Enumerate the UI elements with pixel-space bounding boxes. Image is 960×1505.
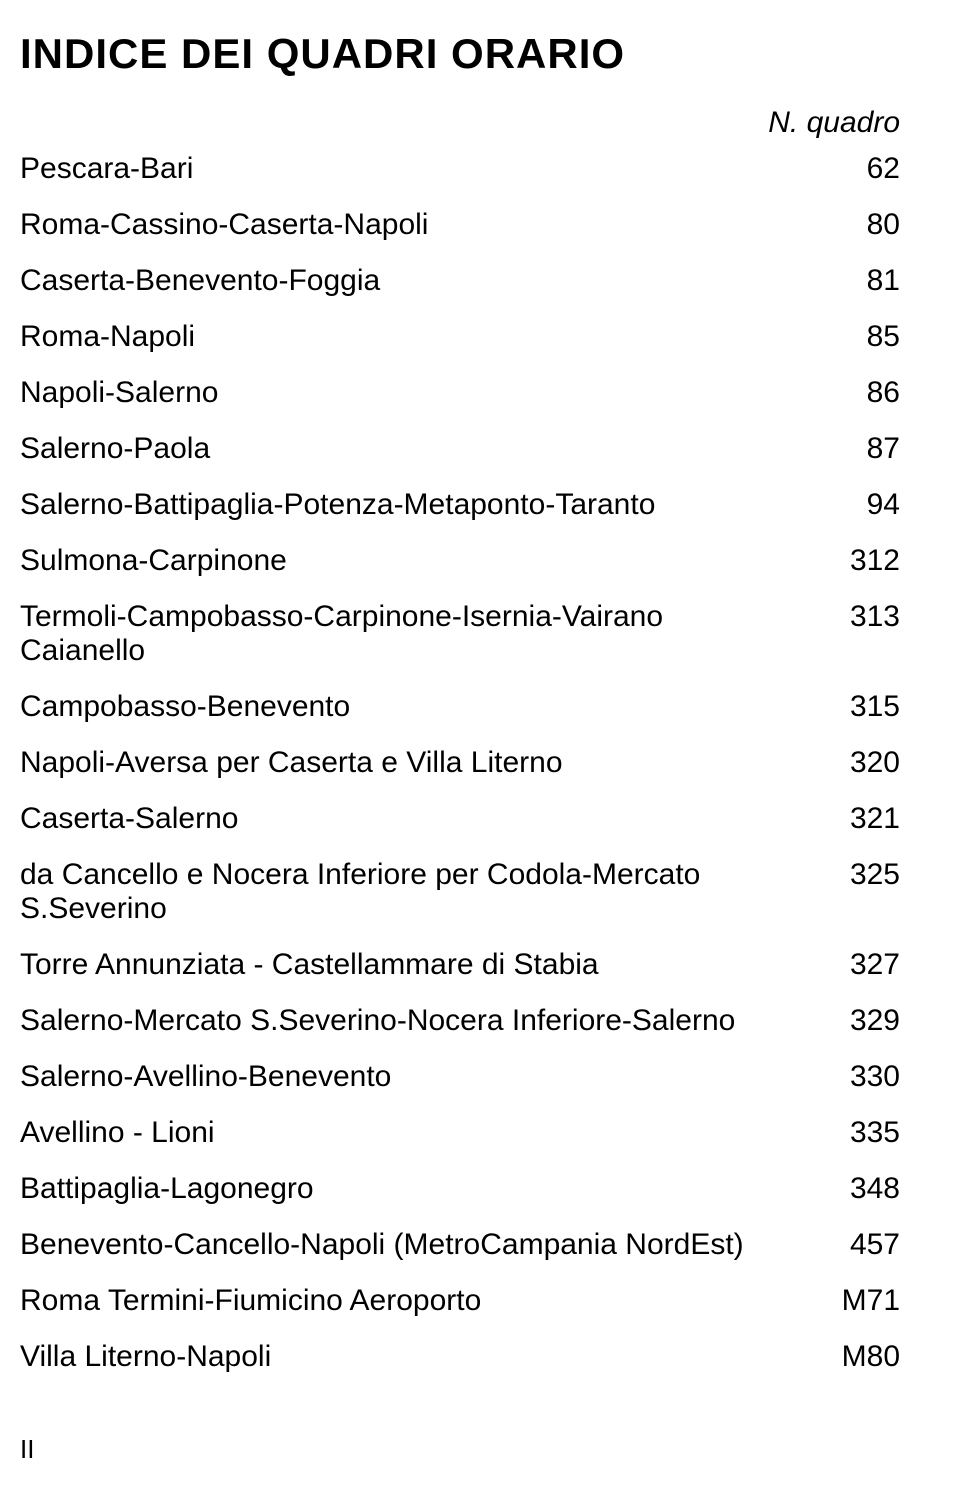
table-row: Battipaglia-Lagonegro348 xyxy=(20,1172,900,1206)
route-value: 80 xyxy=(810,208,900,242)
route-value: 94 xyxy=(810,488,900,522)
route-label: Salerno-Mercato S.Severino-Nocera Inferi… xyxy=(20,1004,810,1038)
route-value: 312 xyxy=(810,544,900,578)
column-header-row: N. quadro xyxy=(20,106,900,140)
table-row: Salerno-Avellino-Benevento330 xyxy=(20,1060,900,1094)
route-value: 85 xyxy=(810,320,900,354)
route-value: 327 xyxy=(810,948,900,982)
routes-table: Pescara-Bari62Roma-Cassino-Caserta-Napol… xyxy=(20,152,900,1374)
route-value: 325 xyxy=(810,858,900,892)
route-label: Napoli-Aversa per Caserta e Villa Litern… xyxy=(20,746,810,780)
route-label: Roma-Napoli xyxy=(20,320,810,354)
route-label: Roma Termini-Fiumicino Aeroporto xyxy=(20,1284,810,1318)
route-label: Caserta-Benevento-Foggia xyxy=(20,264,810,298)
page-title: INDICE DEI QUADRI ORARIO xyxy=(20,30,900,78)
route-label: Torre Annunziata - Castellammare di Stab… xyxy=(20,948,810,982)
route-value: 313 xyxy=(810,600,900,634)
route-label: da Cancello e Nocera Inferiore per Codol… xyxy=(20,858,810,926)
route-value: M71 xyxy=(810,1284,900,1318)
column-header-label: N. quadro xyxy=(768,106,900,140)
route-label: Salerno-Battipaglia-Potenza-Metaponto-Ta… xyxy=(20,488,810,522)
table-row: Termoli-Campobasso-Carpinone-Isernia-Vai… xyxy=(20,600,900,668)
route-label: Sulmona-Carpinone xyxy=(20,544,810,578)
route-value: 348 xyxy=(810,1172,900,1206)
table-row: Salerno-Paola87 xyxy=(20,432,900,466)
route-label: Campobasso-Benevento xyxy=(20,690,810,724)
table-row: Napoli-Aversa per Caserta e Villa Litern… xyxy=(20,746,900,780)
route-value: 457 xyxy=(810,1228,900,1262)
route-label: Villa Literno-Napoli xyxy=(20,1340,810,1374)
route-label: Roma-Cassino-Caserta-Napoli xyxy=(20,208,810,242)
table-row: Avellino - Lioni335 xyxy=(20,1116,900,1150)
route-label: Salerno-Paola xyxy=(20,432,810,466)
route-value: 86 xyxy=(810,376,900,410)
table-row: Caserta-Benevento-Foggia81 xyxy=(20,264,900,298)
table-row: Sulmona-Carpinone312 xyxy=(20,544,900,578)
route-label: Benevento-Cancello-Napoli (MetroCampania… xyxy=(20,1228,810,1262)
route-value: 329 xyxy=(810,1004,900,1038)
route-label: Battipaglia-Lagonegro xyxy=(20,1172,810,1206)
route-label: Termoli-Campobasso-Carpinone-Isernia-Vai… xyxy=(20,600,810,668)
route-value: 315 xyxy=(810,690,900,724)
page-number: II xyxy=(20,1434,34,1465)
table-row: Roma Termini-Fiumicino AeroportoM71 xyxy=(20,1284,900,1318)
route-value: 81 xyxy=(810,264,900,298)
route-label: Napoli-Salerno xyxy=(20,376,810,410)
route-label: Avellino - Lioni xyxy=(20,1116,810,1150)
route-value: 62 xyxy=(810,152,900,186)
route-value: 87 xyxy=(810,432,900,466)
table-row: Caserta-Salerno321 xyxy=(20,802,900,836)
table-row: Roma-Napoli85 xyxy=(20,320,900,354)
route-label: Pescara-Bari xyxy=(20,152,810,186)
route-value: M80 xyxy=(810,1340,900,1374)
route-label: Caserta-Salerno xyxy=(20,802,810,836)
route-value: 321 xyxy=(810,802,900,836)
table-row: Roma-Cassino-Caserta-Napoli80 xyxy=(20,208,900,242)
table-row: Villa Literno-NapoliM80 xyxy=(20,1340,900,1374)
table-row: Salerno-Battipaglia-Potenza-Metaponto-Ta… xyxy=(20,488,900,522)
table-row: Torre Annunziata - Castellammare di Stab… xyxy=(20,948,900,982)
table-row: Salerno-Mercato S.Severino-Nocera Inferi… xyxy=(20,1004,900,1038)
table-row: da Cancello e Nocera Inferiore per Codol… xyxy=(20,858,900,926)
route-value: 330 xyxy=(810,1060,900,1094)
route-value: 320 xyxy=(810,746,900,780)
route-label: Salerno-Avellino-Benevento xyxy=(20,1060,810,1094)
route-value: 335 xyxy=(810,1116,900,1150)
table-row: Benevento-Cancello-Napoli (MetroCampania… xyxy=(20,1228,900,1262)
table-row: Campobasso-Benevento315 xyxy=(20,690,900,724)
table-row: Pescara-Bari62 xyxy=(20,152,900,186)
table-row: Napoli-Salerno86 xyxy=(20,376,900,410)
